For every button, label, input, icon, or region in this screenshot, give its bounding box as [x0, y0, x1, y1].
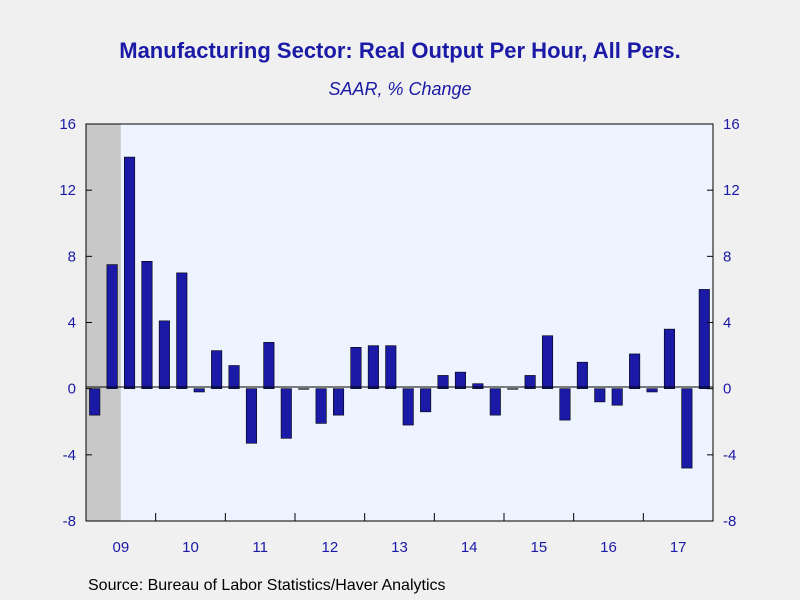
y-axis-left: -8 -4 0 4 8 12 16 [59, 116, 92, 530]
x-tick-label: 10 [182, 539, 199, 556]
y-tick-label-right: -8 [723, 513, 736, 530]
bar [576, 361, 588, 389]
bar [472, 383, 484, 389]
bar [507, 388, 519, 390]
x-tick-label: 16 [600, 539, 617, 556]
bar [646, 388, 658, 393]
bar [489, 388, 501, 416]
bar [89, 388, 101, 416]
bar [350, 347, 362, 389]
bar [385, 345, 397, 389]
bar [698, 289, 710, 389]
bar [559, 388, 571, 421]
bar [124, 156, 136, 389]
y-axis-right: -8 -4 0 4 8 12 16 [707, 116, 740, 530]
y-tick-label-right: 0 [723, 381, 731, 398]
bar [245, 388, 257, 444]
bar [176, 272, 188, 389]
y-tick-label-right: 4 [723, 315, 731, 332]
bar [298, 388, 310, 390]
plot-area [86, 124, 713, 521]
bar [280, 388, 292, 439]
bar [333, 388, 345, 416]
bar [542, 335, 554, 389]
x-tick-label: 17 [670, 539, 687, 556]
bar [681, 388, 693, 469]
bars-layer [89, 156, 710, 469]
y-tick-label-right: -4 [723, 447, 736, 464]
y-tick-label-left: 0 [68, 381, 76, 398]
x-axis: 09 10 11 12 13 14 15 16 17 [112, 513, 687, 556]
bar [263, 342, 275, 389]
x-tick-label: 14 [461, 539, 478, 556]
y-tick-label-right: 12 [723, 182, 740, 199]
bar [106, 264, 118, 389]
y-tick-label-left: 8 [68, 248, 76, 265]
x-tick-label: 09 [112, 539, 129, 556]
y-tick-label-left: 12 [59, 182, 76, 199]
bar [524, 375, 536, 389]
bar [141, 260, 153, 389]
chart-subtitle: SAAR, % Change [328, 79, 472, 99]
bar [437, 375, 449, 389]
y-tick-label-left: -4 [63, 447, 76, 464]
y-tick-label-left: -8 [63, 513, 76, 530]
y-tick-label-right: 8 [723, 248, 731, 265]
bar [402, 388, 414, 426]
bar [158, 320, 170, 389]
bar [663, 328, 675, 389]
bar [211, 350, 223, 389]
y-tick-label-left: 4 [68, 315, 76, 332]
x-tick-label: 12 [321, 539, 338, 556]
x-tick-label: 15 [530, 539, 547, 556]
source-note: Source: Bureau of Labor Statistics/Haver… [88, 577, 446, 594]
bar [228, 365, 240, 389]
y-tick-label-left: 16 [59, 116, 76, 133]
bar [594, 388, 606, 403]
bar [611, 388, 623, 406]
y-tick-label-right: 16 [723, 116, 740, 133]
bar [629, 353, 641, 389]
bar [420, 388, 432, 413]
bar [367, 345, 379, 389]
chart-title: Manufacturing Sector: Real Output Per Ho… [119, 38, 681, 63]
bar [193, 388, 205, 393]
bar [454, 371, 466, 389]
x-tick-label: 11 [252, 539, 268, 556]
x-tick-label: 13 [391, 539, 408, 556]
bar [315, 388, 327, 424]
